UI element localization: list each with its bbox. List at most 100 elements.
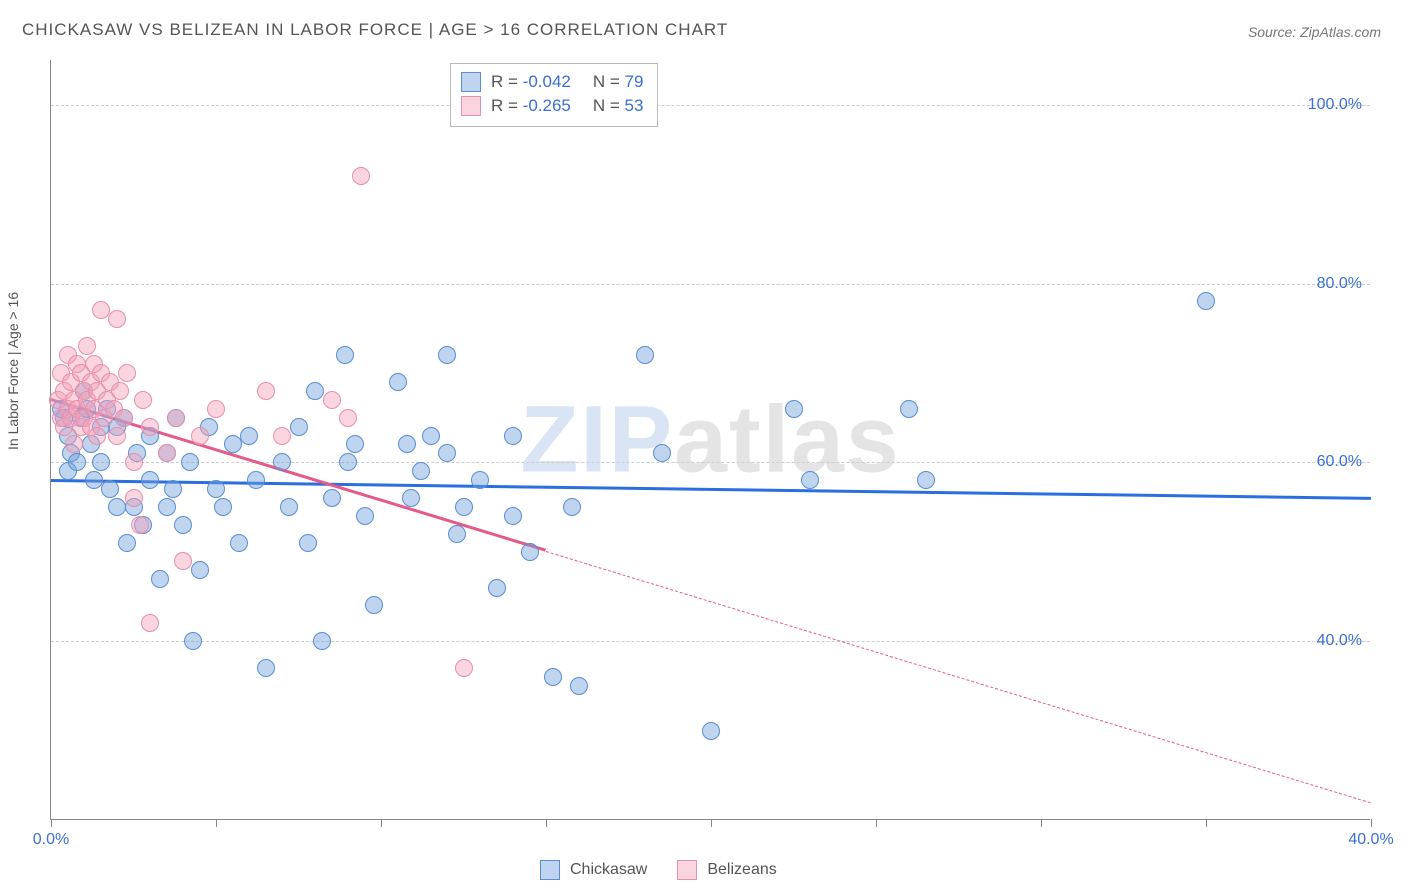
scatter-point-belizeans: [339, 409, 357, 427]
scatter-point-belizeans: [323, 391, 341, 409]
scatter-point-chickasaw: [108, 498, 126, 516]
scatter-point-belizeans: [141, 614, 159, 632]
scatter-point-chickasaw: [299, 534, 317, 552]
scatter-point-chickasaw: [118, 534, 136, 552]
r-label: R = -0.265: [491, 96, 571, 116]
scatter-point-chickasaw: [164, 480, 182, 498]
scatter-point-belizeans: [141, 418, 159, 436]
scatter-point-chickasaw: [801, 471, 819, 489]
scatter-point-belizeans: [108, 310, 126, 328]
scatter-point-belizeans: [273, 427, 291, 445]
scatter-point-chickasaw: [563, 498, 581, 516]
x-tick: [876, 819, 877, 827]
y-axis-label: In Labor Force | Age > 16: [5, 292, 21, 450]
gridline: [51, 462, 1370, 463]
scatter-point-chickasaw: [306, 382, 324, 400]
scatter-point-belizeans: [257, 382, 275, 400]
scatter-point-chickasaw: [247, 471, 265, 489]
scatter-point-chickasaw: [290, 418, 308, 436]
n-label: N = 79: [593, 72, 644, 92]
scatter-point-belizeans: [111, 382, 129, 400]
scatter-point-chickasaw: [240, 427, 258, 445]
scatter-point-chickasaw: [184, 632, 202, 650]
legend-item: Chickasaw: [540, 860, 647, 880]
scatter-point-belizeans: [65, 435, 83, 453]
scatter-point-chickasaw: [365, 596, 383, 614]
scatter-point-chickasaw: [151, 570, 169, 588]
scatter-point-chickasaw: [158, 498, 176, 516]
scatter-point-chickasaw: [544, 668, 562, 686]
scatter-point-chickasaw: [230, 534, 248, 552]
x-tick: [546, 819, 547, 827]
legend-swatch: [677, 860, 697, 880]
x-tick: [1041, 819, 1042, 827]
x-tick: [216, 819, 217, 827]
legend-label: Chickasaw: [570, 861, 647, 879]
scatter-point-chickasaw: [191, 561, 209, 579]
x-tick: [711, 819, 712, 827]
x-tick: [51, 819, 52, 827]
scatter-point-chickasaw: [438, 444, 456, 462]
scatter-point-belizeans: [125, 489, 143, 507]
scatter-point-belizeans: [88, 427, 106, 445]
scatter-point-chickasaw: [313, 632, 331, 650]
scatter-point-chickasaw: [900, 400, 918, 418]
legend-swatch: [540, 860, 560, 880]
legend-label: Belizeans: [707, 861, 776, 879]
scatter-point-chickasaw: [438, 346, 456, 364]
scatter-point-chickasaw: [174, 516, 192, 534]
scatter-point-belizeans: [115, 409, 133, 427]
scatter-point-chickasaw: [1197, 292, 1215, 310]
watermark: ZIPatlas: [520, 385, 900, 494]
gridline: [51, 105, 1370, 106]
y-tick-label: 80.0%: [1317, 275, 1362, 293]
scatter-point-chickasaw: [141, 471, 159, 489]
y-tick-label: 60.0%: [1317, 453, 1362, 471]
scatter-point-chickasaw: [356, 507, 374, 525]
scatter-point-chickasaw: [181, 453, 199, 471]
scatter-point-belizeans: [125, 453, 143, 471]
x-tick: [1371, 819, 1372, 827]
gridline: [51, 284, 1370, 285]
gridline: [51, 641, 1370, 642]
scatter-point-chickasaw: [389, 373, 407, 391]
stats-row: R = -0.042 N = 79: [461, 70, 643, 94]
legend-swatch: [461, 96, 481, 116]
scatter-point-chickasaw: [785, 400, 803, 418]
scatter-point-chickasaw: [636, 346, 654, 364]
source-name: ZipAtlas.com: [1300, 24, 1381, 40]
y-tick-label: 40.0%: [1317, 632, 1362, 650]
stats-legend: R = -0.042 N = 79 R = -0.265 N = 53: [450, 63, 658, 127]
scatter-point-chickasaw: [653, 444, 671, 462]
scatter-point-chickasaw: [398, 435, 416, 453]
scatter-point-chickasaw: [224, 435, 242, 453]
scatter-point-belizeans: [158, 444, 176, 462]
scatter-point-belizeans: [134, 391, 152, 409]
r-label: R = -0.042: [491, 72, 571, 92]
scatter-point-chickasaw: [488, 579, 506, 597]
stats-row: R = -0.265 N = 53: [461, 94, 643, 118]
scatter-point-chickasaw: [339, 453, 357, 471]
correlation-chart: CHICKASAW VS BELIZEAN IN LABOR FORCE | A…: [0, 0, 1406, 892]
scatter-point-chickasaw: [521, 543, 539, 561]
legend-swatch: [461, 72, 481, 92]
x-tick: [381, 819, 382, 827]
scatter-point-belizeans: [174, 552, 192, 570]
scatter-point-chickasaw: [280, 498, 298, 516]
x-tick-label: 0.0%: [33, 831, 69, 849]
scatter-point-chickasaw: [702, 722, 720, 740]
scatter-point-chickasaw: [402, 489, 420, 507]
scatter-point-chickasaw: [207, 480, 225, 498]
watermark-zip: ZIP: [520, 386, 674, 492]
scatter-point-chickasaw: [101, 480, 119, 498]
source-prefix: Source:: [1248, 24, 1300, 40]
scatter-point-belizeans: [207, 400, 225, 418]
n-label: N = 53: [593, 96, 644, 116]
scatter-point-belizeans: [92, 301, 110, 319]
scatter-point-chickasaw: [412, 462, 430, 480]
legend-item: Belizeans: [677, 860, 776, 880]
scatter-point-chickasaw: [323, 489, 341, 507]
scatter-point-chickasaw: [917, 471, 935, 489]
scatter-point-belizeans: [352, 167, 370, 185]
scatter-point-belizeans: [131, 516, 149, 534]
